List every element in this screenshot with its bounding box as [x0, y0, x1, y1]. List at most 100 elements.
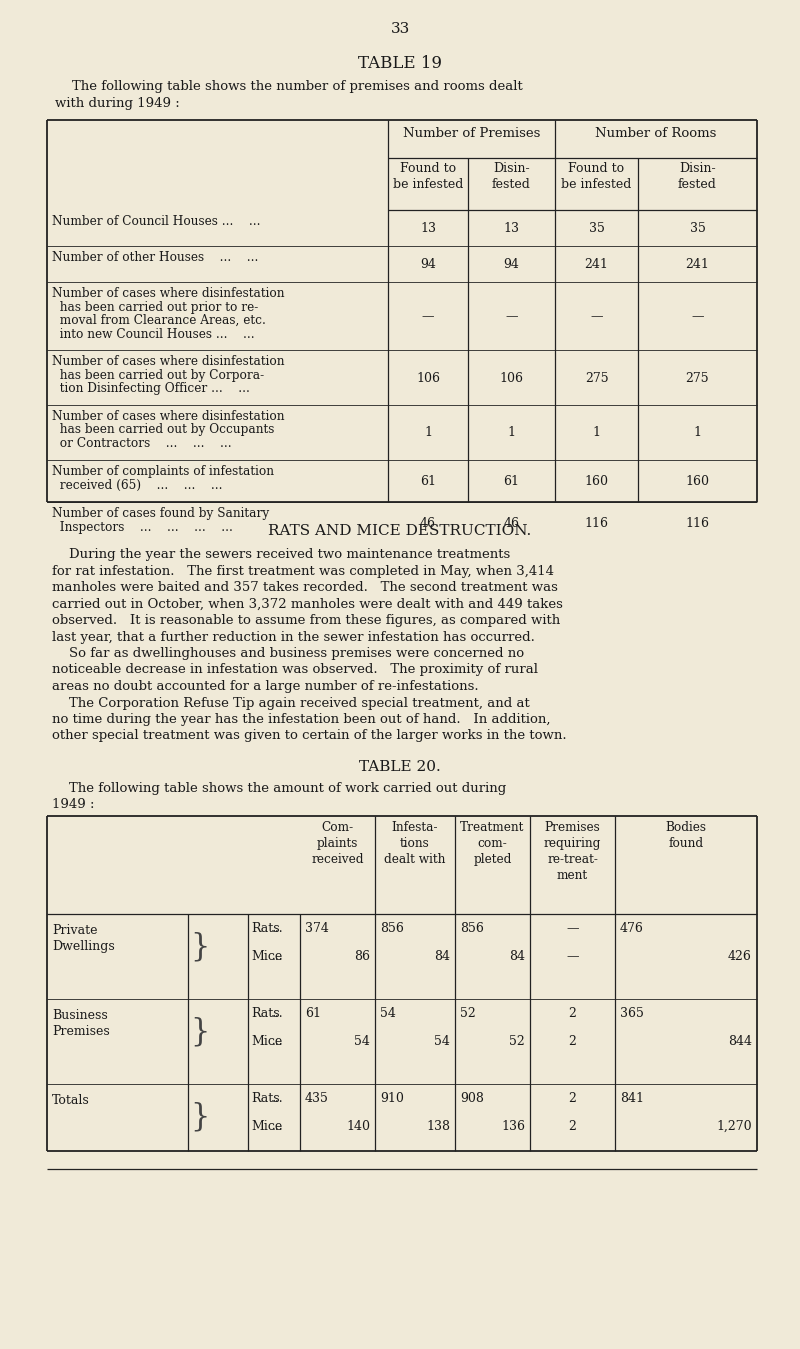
Text: Dwellings: Dwellings: [52, 940, 114, 952]
Text: TABLE 20.: TABLE 20.: [359, 759, 441, 774]
Text: Disin-
fested: Disin- fested: [678, 162, 717, 192]
Text: 52: 52: [460, 1006, 476, 1020]
Text: 116: 116: [686, 517, 710, 530]
Text: 54: 54: [434, 1035, 450, 1048]
Text: }: }: [190, 1101, 210, 1132]
Text: 841: 841: [620, 1091, 644, 1105]
Text: 2: 2: [569, 1006, 577, 1020]
Text: —: —: [566, 950, 578, 963]
Text: manholes were baited and 357 takes recorded.   The second treatment was: manholes were baited and 357 takes recor…: [52, 581, 558, 594]
Text: 106: 106: [499, 371, 523, 384]
Text: 35: 35: [589, 223, 605, 235]
Text: 2: 2: [569, 1035, 577, 1048]
Text: —: —: [691, 310, 704, 322]
Text: Number of Council Houses ...    ...: Number of Council Houses ... ...: [52, 214, 261, 228]
Text: Rats: Rats: [251, 1006, 280, 1020]
Text: Number of Rooms: Number of Rooms: [595, 127, 717, 140]
Text: }: }: [190, 1016, 210, 1047]
Text: Found to
be infested: Found to be infested: [393, 162, 463, 192]
Text: noticeable decrease in infestation was observed.   The proximity of rural: noticeable decrease in infestation was o…: [52, 664, 538, 676]
Text: Premises
requiring
re-treat-
ment: Premises requiring re-treat- ment: [544, 822, 601, 882]
Text: received (65)    ...    ...    ...: received (65) ... ... ...: [52, 479, 222, 491]
Text: Number of cases where disinfestation: Number of cases where disinfestation: [52, 410, 285, 424]
Text: into new Council Houses ...    ...: into new Council Houses ... ...: [52, 328, 254, 340]
Text: Private: Private: [52, 924, 98, 938]
Text: 374: 374: [305, 921, 329, 935]
Text: 116: 116: [585, 517, 609, 530]
Text: last year, that a further reduction in the sewer infestation has occurred.: last year, that a further reduction in t…: [52, 630, 535, 643]
Text: ...: ...: [272, 1091, 284, 1105]
Text: 84: 84: [509, 950, 525, 963]
Text: —: —: [422, 310, 434, 322]
Text: 275: 275: [585, 371, 608, 384]
Text: 435: 435: [305, 1091, 329, 1105]
Text: Totals: Totals: [52, 1094, 90, 1108]
Text: 61: 61: [305, 1006, 321, 1020]
Text: 35: 35: [690, 223, 706, 235]
Text: Mice: Mice: [251, 950, 282, 963]
Text: 241: 241: [585, 258, 609, 271]
Text: 1: 1: [424, 426, 432, 440]
Text: Business: Business: [52, 1009, 108, 1023]
Text: Number of cases found by Sanitary: Number of cases found by Sanitary: [52, 507, 270, 519]
Text: RATS AND MICE DESTRUCTION.: RATS AND MICE DESTRUCTION.: [268, 523, 532, 538]
Text: Number of complaints of infestation: Number of complaints of infestation: [52, 465, 274, 478]
Text: or Contractors    ...    ...    ...: or Contractors ... ... ...: [52, 437, 232, 451]
Text: ...: ...: [272, 921, 284, 935]
Text: Number of cases where disinfestation: Number of cases where disinfestation: [52, 287, 285, 299]
Text: The following table shows the number of premises and rooms dealt: The following table shows the number of …: [55, 80, 522, 93]
Text: 54: 54: [354, 1035, 370, 1048]
Text: 94: 94: [420, 258, 436, 271]
Text: moval from Clearance Areas, etc.: moval from Clearance Areas, etc.: [52, 314, 266, 326]
Text: 140: 140: [346, 1120, 370, 1133]
Text: —: —: [566, 921, 578, 935]
Text: Mice: Mice: [251, 1120, 282, 1133]
Text: ...: ...: [272, 1035, 284, 1048]
Text: Disin-
fested: Disin- fested: [492, 162, 531, 192]
Text: 1949 :: 1949 :: [52, 799, 94, 811]
Text: ...: ...: [272, 950, 284, 963]
Text: areas no doubt accounted for a large number of re-infestations.: areas no doubt accounted for a large num…: [52, 680, 478, 693]
Text: 160: 160: [686, 475, 710, 488]
Text: observed.   It is reasonable to assume from these figures, as compared with: observed. It is reasonable to assume fro…: [52, 614, 560, 627]
Text: 908: 908: [460, 1091, 484, 1105]
Text: }: }: [190, 931, 210, 962]
Text: 13: 13: [420, 223, 436, 235]
Text: with during 1949 :: with during 1949 :: [55, 97, 180, 111]
Text: for rat infestation.   The first treatment was completed in May, when 3,414: for rat infestation. The first treatment…: [52, 564, 554, 577]
Text: no time during the year has the infestation been out of hand.   In addition,: no time during the year has the infestat…: [52, 714, 550, 726]
Text: 86: 86: [354, 950, 370, 963]
Text: TABLE 19: TABLE 19: [358, 55, 442, 71]
Text: 1: 1: [507, 426, 515, 440]
Text: During the year the sewers received two maintenance treatments: During the year the sewers received two …: [52, 548, 510, 561]
Text: 365: 365: [620, 1006, 644, 1020]
Text: has been carried out by Occupants: has been carried out by Occupants: [52, 424, 274, 437]
Text: Bodies
found: Bodies found: [666, 822, 706, 850]
Text: Com-
plaints
received: Com- plaints received: [311, 822, 364, 866]
Text: Premises: Premises: [52, 1025, 110, 1037]
Text: 61: 61: [420, 475, 436, 488]
Text: 2: 2: [569, 1091, 577, 1105]
Text: ...: ...: [272, 1120, 284, 1133]
Text: 275: 275: [686, 371, 710, 384]
Text: Number of other Houses    ...    ...: Number of other Houses ... ...: [52, 251, 258, 264]
Text: Mice: Mice: [251, 1035, 282, 1048]
Text: Treatment
com-
pleted: Treatment com- pleted: [460, 822, 525, 866]
Text: 1: 1: [694, 426, 702, 440]
Text: —: —: [590, 310, 602, 322]
Text: —: —: [506, 310, 518, 322]
Text: Rats: Rats: [251, 921, 280, 935]
Text: Found to
be infested: Found to be infested: [562, 162, 632, 192]
Text: 1,270: 1,270: [716, 1120, 752, 1133]
Text: 856: 856: [460, 921, 484, 935]
Text: Inspectors    ...    ...    ...    ...: Inspectors ... ... ... ...: [52, 521, 233, 533]
Text: ...: ...: [272, 1006, 284, 1020]
Text: 426: 426: [728, 950, 752, 963]
Text: 844: 844: [728, 1035, 752, 1048]
Text: 2: 2: [569, 1120, 577, 1133]
Text: Infesta-
tions
dealt with: Infesta- tions dealt with: [384, 822, 446, 866]
Text: Rats: Rats: [251, 1091, 280, 1105]
Text: 46: 46: [420, 517, 436, 530]
Text: 94: 94: [503, 258, 519, 271]
Text: 241: 241: [686, 258, 710, 271]
